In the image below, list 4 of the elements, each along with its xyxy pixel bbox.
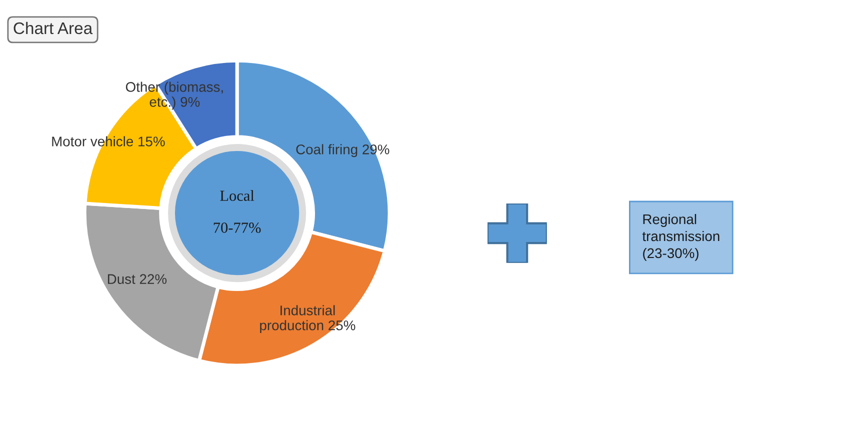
text: Local 70-77% <box>214 190 261 233</box>
slice-label: Dust 22% <box>108 274 167 284</box>
text: Regional transmission (23-30%) <box>642 214 720 261</box>
text: Chart Area <box>14 22 93 34</box>
